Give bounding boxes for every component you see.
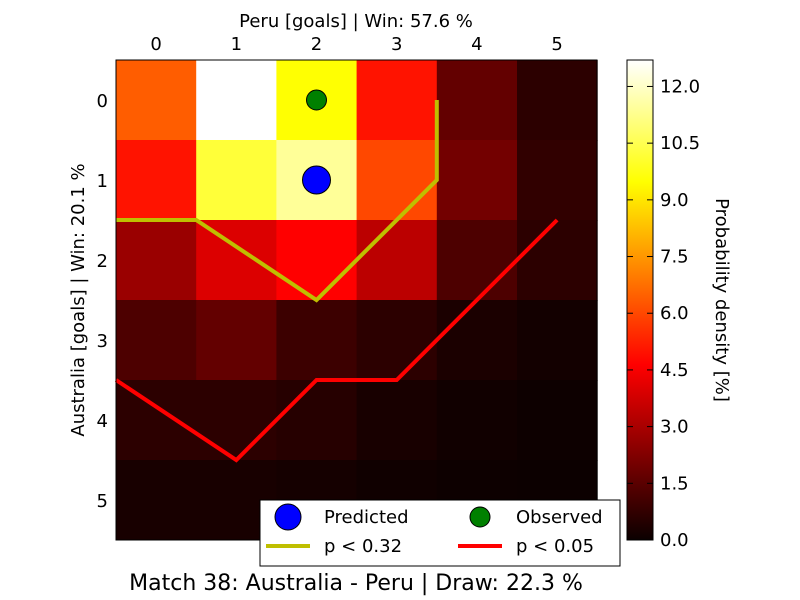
y-tick-label: 0: [97, 91, 108, 112]
marker-predicted: [302, 165, 331, 195]
colorbar-ticks: 0.0 1.5 3.0 4.5 6.0 7.5 9.0 10.5 12.0: [627, 76, 700, 551]
heatmap-cell: [356, 140, 438, 221]
x-tick-label: 3: [391, 34, 402, 55]
x-axis-label: Peru [goals] | Win: 57.6 %: [239, 11, 473, 32]
marker-observed: [306, 89, 327, 111]
y-tick-label: 3: [97, 331, 108, 352]
legend-marker: [469, 506, 491, 528]
markers: [302, 89, 331, 195]
colorbar-tick-label: 0.0: [660, 530, 689, 551]
heatmap-cell: [436, 140, 518, 221]
y-tick-label: 5: [97, 491, 108, 512]
colorbar-tick-label: 12.0: [660, 76, 700, 97]
x-tick-label: 1: [231, 34, 242, 55]
heatmap-cell: [517, 60, 598, 141]
heatmap-cell: [356, 380, 438, 461]
heatmap-cell: [276, 220, 358, 301]
y-axis-label: Australia [goals] | Win: 20.1 %: [68, 163, 89, 436]
heatmap-cell: [436, 300, 518, 381]
x-tick-label: 2: [311, 34, 322, 55]
heatmap-cell: [116, 60, 197, 141]
heatmap-cell: [436, 60, 518, 141]
x-tick-label: 4: [471, 34, 482, 55]
heatmap-cell: [196, 140, 277, 221]
heatmap-cell: [276, 300, 358, 381]
heatmap-cell: [196, 220, 277, 301]
colorbar-tick-label: 7.5: [660, 247, 689, 268]
heatmap-cell: [116, 140, 197, 221]
heatmap-cell: [116, 220, 197, 301]
legend-label: Observed: [516, 507, 603, 528]
legend-label: Predicted: [324, 507, 409, 528]
heatmap-cell: [196, 60, 277, 141]
heatmap-cell: [517, 380, 598, 461]
colorbar: [626, 59, 654, 541]
contour-lines: [114, 100, 559, 463]
heatmap-cell: [116, 460, 197, 541]
x-tick-label: 5: [551, 34, 562, 55]
heatmap-cell: [517, 220, 598, 301]
contour-line: [114, 218, 559, 463]
colorbar-tick-label: 9.0: [660, 190, 689, 211]
heatmap-cell: [356, 220, 438, 301]
heatmap-cell: [276, 380, 358, 461]
legend: Predicted Observed p < 0.32 p < 0.05: [259, 499, 621, 567]
legend-label: p < 0.32: [324, 536, 402, 557]
colorbar-tick-label: 3.0: [660, 417, 689, 438]
colorbar-label: Probability density [%]: [711, 198, 732, 402]
heatmap-cell: [356, 300, 438, 381]
y-tick-labels: 0 1 2 3 4 5: [97, 91, 108, 512]
colorbar-tick-label: 4.5: [660, 360, 689, 381]
heatmap-cell: [436, 380, 518, 461]
colorbar-tick-label: 10.5: [660, 133, 700, 154]
y-tick-label: 4: [97, 411, 108, 432]
heatmap-cell: [517, 300, 598, 381]
heatmap-cells: [116, 60, 598, 541]
heatmap-cell: [116, 300, 197, 381]
heatmap-cell: [196, 300, 277, 381]
heatmap-cell: [517, 140, 598, 221]
y-tick-label: 1: [97, 171, 108, 192]
colorbar-tick-label: 6.0: [660, 303, 689, 324]
legend-label: p < 0.05: [516, 536, 594, 557]
legend-marker: [274, 503, 302, 531]
x-tick-label: 0: [150, 34, 161, 55]
legend-frame: [259, 499, 621, 567]
x-tick-labels: 0 1 2 3 4 5: [150, 34, 562, 55]
heatmap-cell: [436, 220, 518, 301]
colorbar-tick-label: 1.5: [660, 473, 689, 494]
y-tick-label: 2: [97, 251, 108, 272]
contour-line: [116, 100, 439, 303]
chart-title: Match 38: Australia - Peru | Draw: 22.3 …: [129, 571, 583, 596]
heatmap-cell: [356, 60, 438, 141]
heatmap-cell: [116, 380, 197, 461]
heatmap-cell: [196, 380, 277, 461]
